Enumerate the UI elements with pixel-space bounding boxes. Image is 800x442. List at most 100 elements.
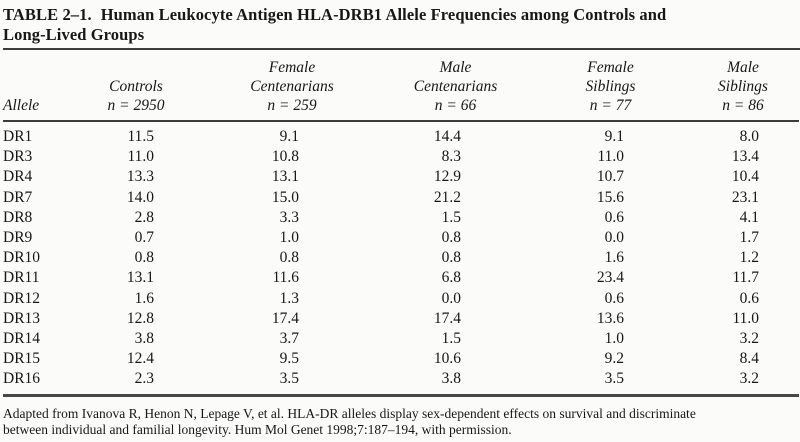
- column-header-female-siblings: Female Siblings n = 77: [534, 50, 687, 122]
- column-header-controls: Controls n = 2950: [65, 50, 207, 122]
- table-row: DR14 3.8 3.7 1.5 1.0 3.2: [3, 329, 799, 349]
- value-cell: 3.5: [279, 370, 299, 388]
- value-cell: 1.6: [604, 249, 624, 267]
- value-cell: 12.8: [126, 309, 154, 327]
- column-header-female-centenarians: Female Centenarians n = 259: [207, 50, 377, 122]
- value-cell: 13.1: [271, 168, 299, 186]
- value-cell: 11.6: [272, 269, 299, 287]
- value-cell: 1.5: [441, 330, 461, 348]
- value-cell: 1.5: [441, 208, 461, 226]
- value-cell: 23.1: [731, 188, 759, 206]
- table-title-text: Human Leukocyte Antigen HLA-DRB1 Allele …: [100, 5, 667, 24]
- value-cell: 14.0: [126, 188, 154, 206]
- value-cell: 11.7: [732, 269, 759, 287]
- allele-cell: DR3: [3, 148, 33, 166]
- value-cell: 11.0: [732, 309, 759, 327]
- value-cell: 3.8: [134, 330, 154, 348]
- value-cell: 12.4: [126, 350, 154, 368]
- value-cell: 9.1: [279, 128, 299, 145]
- footnote: Adapted from Ivanova R, Henon N, Lepage …: [3, 406, 795, 439]
- table-row: DR13 12.8 17.4 17.4 13.6 11.0: [3, 309, 799, 329]
- value-cell: 0.0: [441, 289, 461, 307]
- value-cell: 1.2: [739, 249, 759, 267]
- value-cell: 2.8: [134, 208, 154, 226]
- value-cell: 3.2: [739, 330, 759, 348]
- value-cell: 2.3: [134, 370, 154, 388]
- value-cell: 3.3: [279, 208, 299, 226]
- value-cell: 9.1: [604, 128, 624, 145]
- value-cell: 0.6: [604, 208, 624, 226]
- value-cell: 14.4: [433, 128, 461, 145]
- value-cell: 15.0: [271, 188, 299, 206]
- value-cell: 17.4: [271, 309, 299, 327]
- allele-cell: DR15: [3, 350, 41, 368]
- value-cell: 21.2: [433, 188, 461, 206]
- value-cell: 1.0: [279, 229, 299, 247]
- table-row: DR7 14.0 15.0 21.2 15.6 23.1: [3, 188, 799, 208]
- value-cell: 3.2: [739, 370, 759, 388]
- table-row: DR3 11.0 10.8 8.3 11.0 13.4: [3, 147, 799, 167]
- value-cell: 10.6: [433, 350, 461, 368]
- value-cell: 0.8: [441, 249, 461, 267]
- top-rule: [3, 48, 800, 50]
- column-header-male-centenarians: Male Centenarians n = 66: [377, 50, 534, 122]
- allele-cell: DR16: [3, 370, 41, 388]
- value-cell: 1.7: [739, 229, 759, 247]
- allele-cell: DR10: [3, 249, 41, 267]
- value-cell: 12.9: [433, 168, 461, 186]
- value-cell: 8.3: [441, 148, 461, 166]
- allele-cell: DR13: [3, 309, 41, 327]
- allele-frequency-table: Allele Controls n = 2950 Female Centenaria…: [3, 50, 799, 397]
- allele-cell: DR9: [3, 229, 33, 247]
- allele-cell: DR8: [3, 208, 33, 226]
- table-row: DR10 0.8 0.8 0.8 1.6 1.2: [3, 248, 799, 268]
- value-cell: 13.4: [731, 148, 759, 166]
- allele-cell: DR7: [3, 188, 33, 206]
- allele-cell: DR12: [3, 289, 41, 307]
- value-cell: 0.8: [441, 229, 461, 247]
- value-cell: 10.7: [596, 168, 624, 186]
- table-row: DR11 13.1 11.6 6.8 23.4 11.7: [3, 268, 799, 288]
- value-cell: 13.3: [126, 168, 154, 186]
- value-cell: 13.1: [126, 269, 154, 287]
- table-row: DR8 2.8 3.3 1.5 0.6 4.1: [3, 208, 799, 228]
- value-cell: 0.7: [134, 229, 154, 247]
- value-cell: 0.6: [604, 289, 624, 307]
- value-cell: 1.3: [279, 289, 299, 307]
- value-cell: 8.0: [739, 128, 759, 145]
- value-cell: 10.4: [731, 168, 759, 186]
- value-cell: 11.5: [127, 128, 154, 145]
- column-header-male-siblings: Male Siblings n = 86: [687, 50, 799, 122]
- value-cell: 3.7: [279, 330, 299, 348]
- value-cell: 15.6: [596, 188, 624, 206]
- value-cell: 9.5: [279, 350, 299, 368]
- allele-cell: DR11: [3, 269, 40, 287]
- footnote-line2: between individual and familial longevit…: [3, 422, 512, 438]
- value-cell: 3.8: [441, 370, 461, 388]
- table-title-line1: TABLE 2–1. Human Leukocyte Antigen HLA-DR…: [3, 5, 800, 25]
- value-cell: 8.4: [739, 350, 759, 368]
- table-title-line2: Long-Lived Groups: [3, 25, 145, 44]
- value-cell: 1.0: [604, 330, 624, 348]
- value-cell: 0.8: [279, 249, 299, 267]
- footnote-line1: Adapted from Ivanova R, Henon N, Lepage …: [3, 405, 696, 421]
- allele-cell: DR1: [3, 128, 33, 145]
- value-cell: 11.0: [127, 148, 154, 166]
- table-body: DR1 11.5 9.1 14.4 9.1 8.0 DR3 11.0 10.8 8.3 11.0 1…: [3, 121, 799, 395]
- table-row: DR12 1.6 1.3 0.0 0.6 0.6: [3, 289, 799, 309]
- value-cell: 0.0: [604, 229, 624, 247]
- table-title: TABLE 2–1. Human Leukocyte Antigen HLA-DR…: [3, 5, 800, 45]
- value-cell: 4.1: [739, 208, 759, 226]
- table-row: DR16 2.3 3.5 3.8 3.5 3.2: [3, 369, 799, 395]
- value-cell: 0.6: [739, 289, 759, 307]
- allele-cell: DR14: [3, 330, 41, 348]
- allele-cell: DR4: [3, 168, 33, 186]
- header-row: Allele Controls n = 2950 Female Centenaria…: [3, 50, 799, 122]
- value-cell: 17.4: [433, 309, 461, 327]
- value-cell: 11.0: [597, 148, 624, 166]
- value-cell: 1.6: [134, 289, 154, 307]
- table-row: DR15 12.4 9.5 10.6 9.2 8.4: [3, 349, 799, 369]
- value-cell: 13.6: [596, 309, 624, 327]
- column-header-allele: Allele: [3, 50, 65, 122]
